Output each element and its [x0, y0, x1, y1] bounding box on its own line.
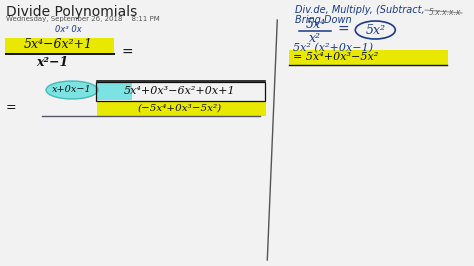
Text: =: = — [337, 23, 349, 37]
Text: Divide Polynomials: Divide Polynomials — [6, 5, 137, 19]
Text: (−5x⁴+0x³−5x²): (−5x⁴+0x³−5x²) — [138, 103, 222, 113]
Text: 5.x.x.x.x: 5.x.x.x.x — [429, 8, 461, 17]
Text: 5x² (x²+0x−1): 5x² (x²+0x−1) — [293, 43, 374, 53]
Text: = 5x⁴+0x³−5x²: = 5x⁴+0x³−5x² — [293, 52, 379, 62]
Text: 5x⁴+0x³−6x²+0x+1: 5x⁴+0x³−6x²+0x+1 — [124, 86, 236, 96]
Ellipse shape — [46, 81, 98, 99]
Text: Div.de, Multiply, (Subtract,: Div.de, Multiply, (Subtract, — [295, 5, 425, 15]
Text: x+0x−1: x+0x−1 — [52, 85, 92, 94]
FancyBboxPatch shape — [98, 101, 266, 115]
FancyBboxPatch shape — [6, 38, 115, 53]
Text: =: = — [122, 46, 134, 60]
Text: 5x⁴: 5x⁴ — [305, 18, 325, 31]
Text: x²: x² — [310, 31, 321, 44]
FancyBboxPatch shape — [98, 82, 133, 99]
Text: x²−1: x²−1 — [36, 56, 68, 69]
Text: 5x⁴−6x²+1: 5x⁴−6x²+1 — [24, 39, 92, 52]
FancyBboxPatch shape — [289, 49, 448, 64]
Text: 0x³ 0x: 0x³ 0x — [55, 25, 82, 34]
Text: =: = — [6, 102, 17, 114]
Text: Bring Down: Bring Down — [295, 15, 352, 25]
Text: Wednesday, September 26, 2018    8:11 PM: Wednesday, September 26, 2018 8:11 PM — [6, 16, 160, 22]
Text: 5x²: 5x² — [365, 23, 385, 36]
